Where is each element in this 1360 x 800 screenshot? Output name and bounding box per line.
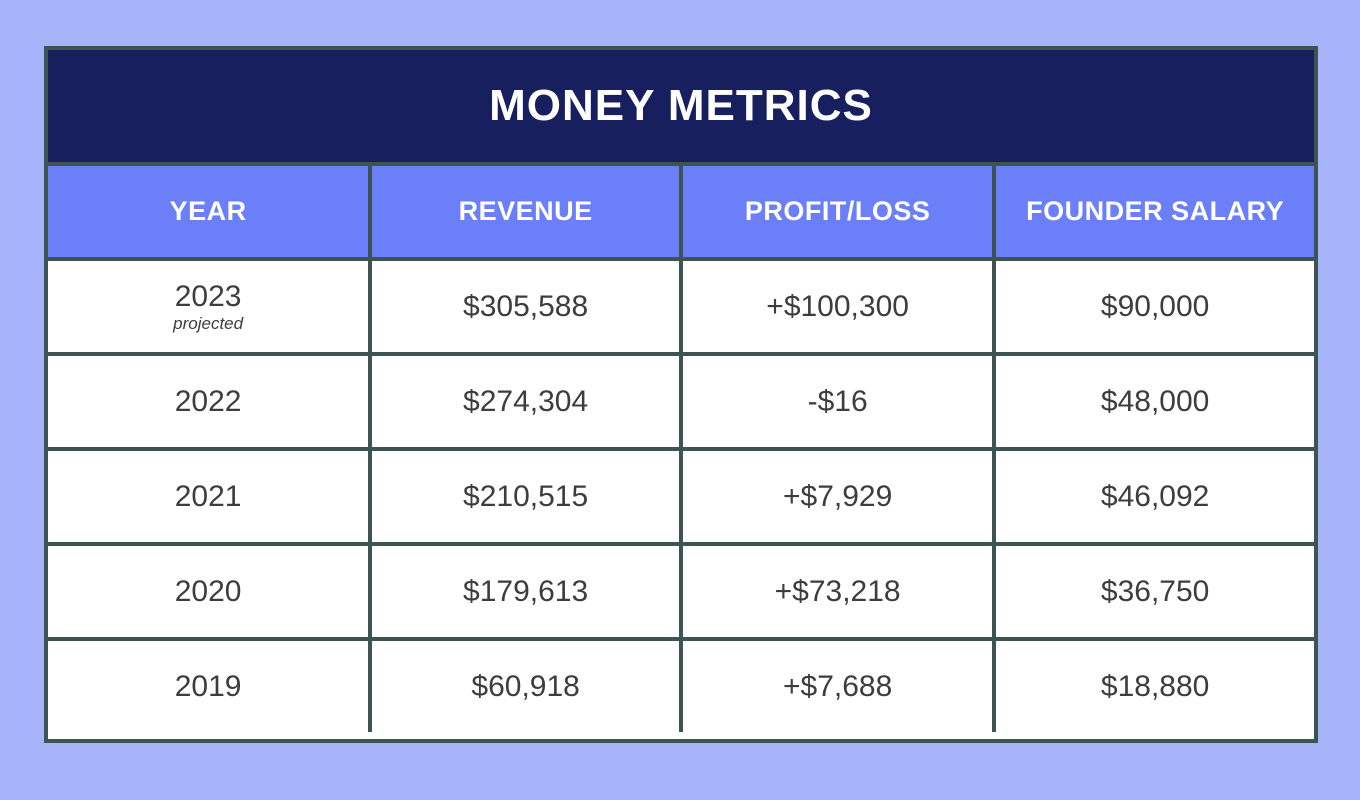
col-header-year: YEAR xyxy=(48,166,373,261)
year-value: 2021 xyxy=(174,479,242,513)
profit-loss-cell: -$16 xyxy=(678,352,997,451)
table-row-2023: 2023 projected $305,588 +$100,300 $90,00… xyxy=(48,257,1314,356)
founder-salary-cell: $18,880 xyxy=(992,637,1314,732)
year-cell: 2022 xyxy=(48,352,373,451)
year-value: 2023 xyxy=(174,279,242,313)
revenue-cell: $274,304 xyxy=(368,352,683,451)
title-bar: MONEY METRICS xyxy=(48,50,1314,166)
col-header-revenue: REVENUE xyxy=(368,166,683,261)
year-note: projected xyxy=(173,313,244,333)
founder-salary-cell: $90,000 xyxy=(992,257,1314,356)
revenue-cell: $210,515 xyxy=(368,447,683,546)
year-value: 2019 xyxy=(174,669,242,703)
revenue-cell: $179,613 xyxy=(368,542,683,641)
money-metrics-table: YEAR REVENUE PROFIT/LOSS FOUNDER SALARY … xyxy=(48,166,1314,732)
money-metrics-card: MONEY METRICS YEAR REVENUE PROFIT/LOSS F… xyxy=(44,46,1318,743)
table-row-2022: 2022 $274,304 -$16 $48,000 xyxy=(48,352,1314,451)
year-value: 2020 xyxy=(174,574,242,608)
year-cell: 2023 projected xyxy=(48,257,373,356)
year-value: 2022 xyxy=(174,384,242,418)
table-row-2020: 2020 $179,613 +$73,218 $36,750 xyxy=(48,542,1314,641)
col-header-founder-salary: FOUNDER SALARY xyxy=(992,166,1314,261)
table-row-2019: 2019 $60,918 +$7,688 $18,880 xyxy=(48,637,1314,732)
profit-loss-cell: +$7,929 xyxy=(678,447,997,546)
profit-loss-cell: +$100,300 xyxy=(678,257,997,356)
year-cell: 2020 xyxy=(48,542,373,641)
revenue-cell: $305,588 xyxy=(368,257,683,356)
table-row-2021: 2021 $210,515 +$7,929 $46,092 xyxy=(48,447,1314,546)
profit-loss-cell: +$7,688 xyxy=(678,637,997,732)
founder-salary-cell: $46,092 xyxy=(992,447,1314,546)
header-row: YEAR REVENUE PROFIT/LOSS FOUNDER SALARY xyxy=(48,166,1314,261)
year-cell: 2021 xyxy=(48,447,373,546)
revenue-cell: $60,918 xyxy=(368,637,683,732)
profit-loss-cell: +$73,218 xyxy=(678,542,997,641)
year-cell: 2019 xyxy=(48,637,373,732)
founder-salary-cell: $48,000 xyxy=(992,352,1314,451)
col-header-profit-loss: PROFIT/LOSS xyxy=(678,166,997,261)
founder-salary-cell: $36,750 xyxy=(992,542,1314,641)
page-title: MONEY METRICS xyxy=(489,81,873,130)
